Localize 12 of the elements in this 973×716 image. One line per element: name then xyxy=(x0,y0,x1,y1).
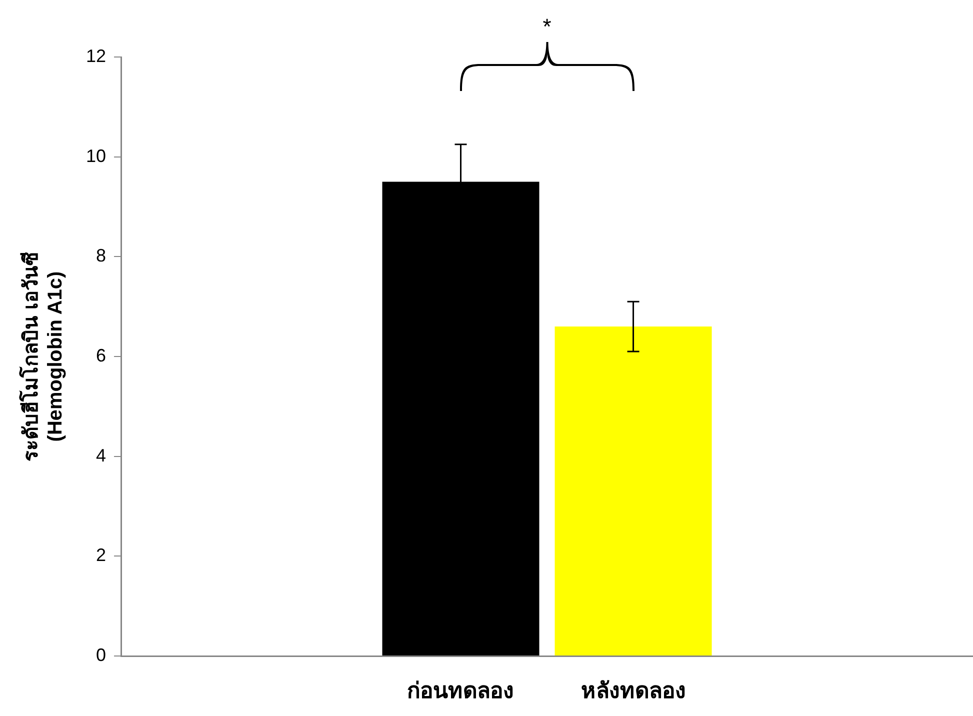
y-tick-label: 8 xyxy=(96,246,106,266)
text: * xyxy=(542,14,552,40)
y-tick-label: 10 xyxy=(86,146,106,166)
y-tick-label: 0 xyxy=(96,644,106,665)
text: ระดับฮีโมโกลบิน เอวันซี xyxy=(20,252,43,462)
text: (Hemoglobin A1c) xyxy=(44,271,67,442)
series-label: หลังทดลอง xyxy=(580,678,686,704)
y-tick-label: 6 xyxy=(96,345,106,366)
series-label: ก่อนทดลอง xyxy=(407,678,514,704)
y-tick-label: 12 xyxy=(86,46,106,66)
y-tick-label: 2 xyxy=(96,545,106,566)
y-tick-label: 4 xyxy=(96,445,106,466)
